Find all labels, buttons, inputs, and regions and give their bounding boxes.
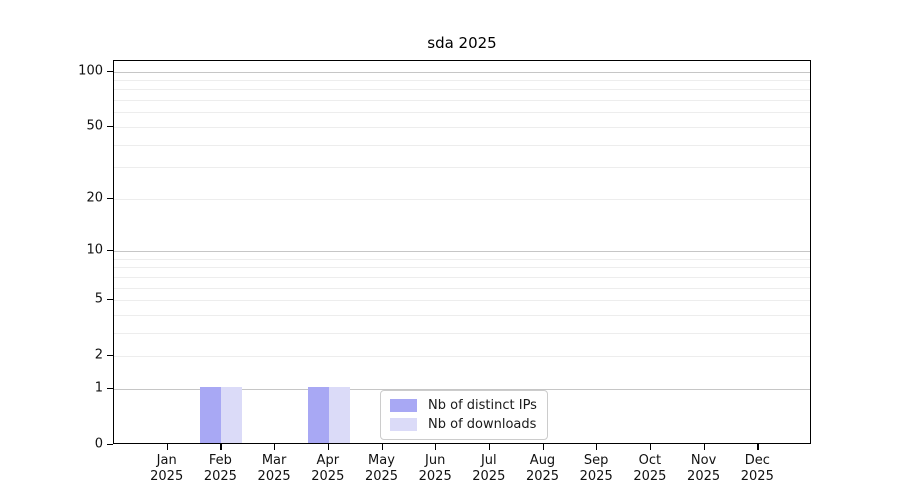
x-tick-label: Mar 2025 bbox=[242, 453, 306, 485]
x-tick-mark bbox=[166, 444, 168, 450]
y-tick-label: 20 bbox=[86, 190, 103, 206]
gridline-minor bbox=[114, 144, 810, 146]
x-tick-mark bbox=[596, 444, 598, 450]
gridline-minor bbox=[114, 79, 810, 81]
x-tick-mark bbox=[488, 444, 491, 450]
x-tick-year: 2025 bbox=[740, 469, 774, 484]
x-tick-month: Jan bbox=[156, 453, 177, 468]
x-tick-year: 2025 bbox=[418, 469, 452, 484]
bar-nb-of-distinct-ips bbox=[307, 386, 329, 443]
x-tick-month: May bbox=[368, 453, 395, 468]
gridline-minor bbox=[114, 112, 810, 114]
x-tick-label: Jun 2025 bbox=[403, 453, 467, 485]
x-tick-month: Oct bbox=[638, 453, 662, 468]
plot-area: Nb of distinct IPs Nb of downloads bbox=[113, 60, 811, 444]
x-tick-month: Jun bbox=[425, 453, 446, 468]
x-tick-month: Apr bbox=[316, 453, 340, 468]
x-tick-year: 2025 bbox=[687, 469, 721, 484]
x-tick-label: Jul 2025 bbox=[457, 453, 521, 485]
bar-nb-of-downloads bbox=[328, 386, 350, 443]
x-tick-mark bbox=[542, 444, 544, 450]
x-tick-year: 2025 bbox=[150, 469, 184, 484]
x-tick-year: 2025 bbox=[525, 469, 560, 484]
x-tick-mark bbox=[327, 444, 330, 450]
x-tick-label: Oct 2025 bbox=[618, 453, 682, 485]
y-tick-label: 100 bbox=[78, 63, 103, 78]
legend-label: Nb of distinct IPs bbox=[428, 398, 537, 413]
x-tick-mark bbox=[435, 444, 437, 450]
x-tick-label: Aug 2025 bbox=[511, 453, 575, 485]
x-tick-label: Sep 2025 bbox=[564, 453, 628, 485]
legend: Nb of distinct IPs Nb of downloads bbox=[380, 390, 548, 440]
y-tick-mark bbox=[107, 444, 113, 446]
gridline-minor bbox=[114, 258, 810, 260]
y-tick-mark bbox=[107, 125, 113, 128]
x-tick-year: 2025 bbox=[311, 469, 345, 484]
x-tick-year: 2025 bbox=[257, 469, 291, 484]
gridline-minor bbox=[114, 276, 810, 278]
y-tick-mark bbox=[107, 249, 113, 252]
gridline-minor bbox=[114, 89, 810, 91]
legend-swatch bbox=[390, 399, 417, 412]
x-tick-label: Jan 2025 bbox=[135, 453, 199, 485]
gridline-minor bbox=[114, 198, 810, 200]
x-tick-year: 2025 bbox=[472, 469, 506, 484]
y-tick-mark bbox=[107, 387, 113, 390]
x-tick-year: 2025 bbox=[633, 469, 667, 484]
x-tick-mark bbox=[649, 444, 652, 450]
y-tick-label: 2 bbox=[94, 347, 103, 363]
x-tick-label: May 2025 bbox=[350, 453, 414, 485]
x-tick-label: Dec 2025 bbox=[725, 453, 789, 485]
y-tick-label: 10 bbox=[86, 242, 103, 258]
gridline-minor bbox=[114, 332, 810, 334]
y-tick-mark bbox=[107, 70, 113, 72]
x-tick-label: Nov 2025 bbox=[672, 453, 736, 485]
gridline-minor bbox=[114, 300, 810, 301]
gridline-minor bbox=[114, 100, 810, 101]
legend-label: Nb of downloads bbox=[428, 417, 537, 432]
legend-item: Nb of distinct IPs bbox=[390, 396, 538, 415]
x-tick-month: Nov bbox=[690, 453, 717, 468]
x-tick-label: Apr 2025 bbox=[296, 453, 360, 485]
legend-item: Nb of downloads bbox=[390, 415, 538, 434]
bar-nb-of-distinct-ips bbox=[200, 386, 222, 443]
x-tick-mark bbox=[381, 444, 383, 450]
x-tick-month: Jul bbox=[480, 453, 497, 468]
x-tick-mark bbox=[703, 444, 705, 450]
y-tick-label: 1 bbox=[94, 380, 103, 396]
gridline-minor bbox=[114, 287, 810, 289]
gridline-minor bbox=[114, 167, 810, 169]
x-tick-year: 2025 bbox=[203, 469, 237, 484]
x-tick-year: 2025 bbox=[364, 469, 399, 484]
x-tick-mark bbox=[757, 444, 759, 450]
x-tick-year: 2025 bbox=[579, 469, 613, 484]
y-tick-label: 5 bbox=[94, 291, 103, 307]
legend-swatch bbox=[390, 418, 417, 431]
gridline-minor bbox=[114, 356, 810, 358]
x-tick-month: Dec bbox=[744, 453, 770, 468]
chart-title: sda 2025 bbox=[427, 34, 497, 52]
gridline-minor bbox=[114, 126, 810, 128]
x-tick-mark bbox=[274, 444, 276, 450]
x-tick-month: Aug bbox=[529, 453, 556, 468]
gridline-minor bbox=[114, 314, 810, 316]
y-tick-label: 0 bbox=[94, 436, 103, 452]
y-tick-mark bbox=[107, 197, 113, 199]
gridline-major bbox=[114, 388, 810, 390]
y-tick-mark bbox=[107, 355, 113, 357]
gridline-major bbox=[114, 71, 810, 73]
x-tick-month: Feb bbox=[208, 453, 232, 468]
x-tick-month: Sep bbox=[583, 453, 609, 468]
y-tick-label: 50 bbox=[86, 118, 103, 134]
bar-nb-of-downloads bbox=[221, 386, 243, 443]
x-tick-mark bbox=[220, 444, 222, 450]
gridline-minor bbox=[114, 267, 810, 269]
x-tick-label: Feb 2025 bbox=[188, 453, 252, 485]
y-tick-mark bbox=[107, 299, 113, 301]
x-tick-month: Mar bbox=[261, 453, 287, 468]
gridline-major bbox=[114, 250, 810, 252]
